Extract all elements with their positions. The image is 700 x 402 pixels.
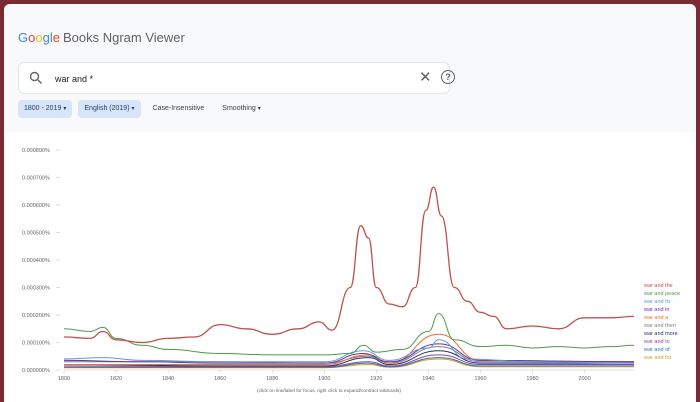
logo-letter: o xyxy=(35,30,43,45)
year-range-dropdown[interactable]: 1800 - 2019 ▾ xyxy=(18,100,73,118)
series-line[interactable] xyxy=(63,313,635,356)
x-tick-label: 1900 xyxy=(318,376,330,382)
y-tick-label: 0.000000% xyxy=(22,368,50,374)
case-insensitive-toggle[interactable]: Case-Insensitive xyxy=(147,100,211,118)
x-tick-label: 1880 xyxy=(266,376,278,382)
series-line[interactable] xyxy=(63,354,634,368)
smoothing-dropdown[interactable]: Smoothing ▾ xyxy=(216,100,266,118)
search-input[interactable] xyxy=(53,69,387,89)
y-tick-label: 0.000300% xyxy=(22,286,50,292)
series-line[interactable] xyxy=(64,357,634,368)
x-tick-label: 1860 xyxy=(214,376,226,382)
y-tick-label: 0.000100% xyxy=(22,341,50,347)
legend-label[interactable]: war and its xyxy=(643,299,671,305)
y-tick-label: 0.000400% xyxy=(22,258,50,264)
legend-label[interactable]: war and then xyxy=(643,323,676,329)
year-range-label: 1800 - 2019 xyxy=(24,105,62,112)
logo-letter: g xyxy=(42,30,50,45)
y-tick-label: 0.000600% xyxy=(22,203,50,209)
series-line[interactable] xyxy=(63,186,635,344)
y-tick-label: 0.000500% xyxy=(22,231,50,237)
legend-label[interactable]: war and to xyxy=(643,339,670,345)
y-tick-label: 0.000800% xyxy=(22,148,50,154)
chart-area: 0.000800% 0.000700% 0.000600% 0.000500% 0.00… xyxy=(4,132,696,402)
legend-label[interactable]: war and a xyxy=(643,315,669,321)
legend-label[interactable]: war and the xyxy=(643,283,673,289)
series-line[interactable] xyxy=(63,343,635,364)
filter-bar: 1800 - 2019 ▾ English (2019) ▾ Case-Insens… xyxy=(18,100,267,120)
y-tick-label: 0.000700% xyxy=(22,176,50,182)
logo-letter: o xyxy=(28,30,36,45)
app-logo[interactable]: Google Books Ngram Viewer xyxy=(18,30,185,45)
y-tick-label: 0.000200% xyxy=(22,313,50,319)
legend-label[interactable]: war and more xyxy=(643,331,678,337)
logo-letter: G xyxy=(18,30,29,45)
x-tick-label: 1980 xyxy=(526,376,538,382)
close-icon[interactable]: ✕ xyxy=(419,69,432,86)
logo-letter: l xyxy=(49,30,53,45)
ngram-chart: 0.000800% 0.000700% 0.000600% 0.000500% 0.00… xyxy=(22,148,680,394)
search-box: ✕ ? xyxy=(18,62,455,94)
caret-down-icon: ▾ xyxy=(131,106,135,112)
corpus-dropdown[interactable]: English (2019) ▾ xyxy=(78,100,141,118)
x-tick-label: 1940 xyxy=(422,376,434,382)
series-line[interactable] xyxy=(63,350,634,367)
caret-down-icon: ▾ xyxy=(63,106,67,112)
search-icon[interactable] xyxy=(29,71,43,85)
legend-label[interactable]: war and peace xyxy=(643,291,680,297)
x-tick-label: 1800 xyxy=(58,376,70,382)
legend-label[interactable]: war and in xyxy=(643,307,669,313)
help-icon[interactable]: ? xyxy=(441,70,455,84)
x-tick-label: 1920 xyxy=(370,376,382,382)
chart-caption: (click on line/label for focus, right cl… xyxy=(257,388,401,394)
case-label: Case-Insensitive xyxy=(152,105,205,112)
legend-label[interactable]: war and for xyxy=(643,355,672,361)
x-tick-label: 1960 xyxy=(474,376,486,382)
app-title: Books Ngram Viewer xyxy=(62,30,185,45)
caret-down-icon: ▾ xyxy=(257,106,261,112)
legend-label[interactable]: war and of xyxy=(643,347,670,353)
x-tick-label: 1820 xyxy=(110,376,122,382)
logo-letter: e xyxy=(52,30,60,45)
corpus-label: English (2019) xyxy=(84,105,130,112)
smoothing-label: Smoothing xyxy=(222,105,256,112)
series-line[interactable] xyxy=(63,339,635,364)
x-tick-label: 1840 xyxy=(162,376,174,382)
x-tick-label: 2000 xyxy=(578,376,590,382)
